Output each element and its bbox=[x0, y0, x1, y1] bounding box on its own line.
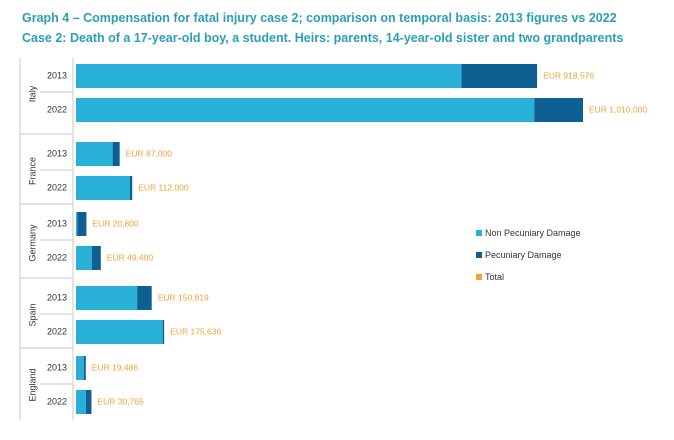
bar-italy-2013-non-pecuniary bbox=[76, 64, 462, 88]
total-label-spain-2013: EUR 150,819 bbox=[158, 292, 209, 302]
bar-france-2013-pecuniary bbox=[112, 142, 120, 166]
country-label-france: France bbox=[27, 157, 37, 185]
bar-italy-2022-pecuniary bbox=[534, 98, 583, 122]
total-label-germany-2013: EUR 20,800 bbox=[92, 218, 139, 228]
bar-spain-2013-non-pecuniary bbox=[76, 286, 138, 310]
legend-swatch-pecuniary bbox=[476, 251, 482, 258]
year-label: 2022 bbox=[47, 104, 67, 114]
total-label-italy-2022: EUR 1,010,000 bbox=[589, 104, 647, 114]
bar-italy-2013-pecuniary bbox=[461, 64, 538, 88]
bar-spain-2013-pecuniary bbox=[137, 286, 152, 310]
total-label-france-2013: EUR 87,000 bbox=[126, 148, 173, 158]
total-label-england-2013: EUR 19,486 bbox=[92, 362, 139, 372]
bar-spain-2022-non-pecuniary bbox=[76, 320, 163, 344]
bar-england-2013-non-pecuniary bbox=[76, 356, 84, 380]
bar-france-2013-non-pecuniary bbox=[76, 142, 113, 166]
total-label-spain-2022: EUR 175,636 bbox=[170, 326, 221, 336]
legend-swatch-total bbox=[476, 273, 482, 280]
bar-england-2022-pecuniary bbox=[85, 390, 92, 414]
bar-france-2022-pecuniary bbox=[129, 176, 133, 200]
chart-subtitle: Case 2: Death of a 17-year-old boy, a st… bbox=[22, 31, 624, 45]
country-label-spain: Spain bbox=[27, 303, 37, 326]
total-label-italy-2013: EUR 918,576 bbox=[543, 70, 594, 80]
year-label: 2022 bbox=[47, 396, 67, 406]
legend-label-pecuniary: Pecuniary Damage bbox=[485, 249, 562, 260]
year-label: 2013 bbox=[47, 148, 67, 158]
bar-germany-2022-pecuniary bbox=[91, 246, 101, 270]
bar-france-2022-non-pecuniary bbox=[76, 176, 130, 200]
year-label: 2022 bbox=[47, 326, 67, 336]
bar-spain-2022-pecuniary bbox=[162, 320, 165, 344]
country-label-england: England bbox=[27, 368, 37, 401]
year-label: 2013 bbox=[47, 292, 67, 302]
bar-germany-2013-pecuniary bbox=[77, 212, 87, 236]
legend-label-non-pecuniary: Non Pecuniary Damage bbox=[485, 227, 581, 238]
year-label: 2013 bbox=[47, 362, 67, 372]
year-label: 2013 bbox=[47, 218, 67, 228]
legend-item-pecuniary: Pecuniary Damage bbox=[476, 247, 581, 262]
legend-item-total: Total bbox=[476, 269, 581, 284]
year-label: 2013 bbox=[47, 70, 67, 80]
legend-label-total: Total bbox=[485, 271, 505, 282]
country-label-germany: Germany bbox=[27, 224, 37, 262]
chart-legend: Non Pecuniary Damage Pecuniary Damage To… bbox=[476, 225, 581, 291]
year-label: 2022 bbox=[47, 182, 67, 192]
legend-swatch-non-pecuniary bbox=[476, 229, 482, 236]
total-label-france-2022: EUR 112,000 bbox=[138, 182, 189, 192]
total-label-germany-2022: EUR 49,400 bbox=[107, 252, 154, 262]
bar-italy-2022-non-pecuniary bbox=[76, 98, 535, 122]
bar-england-2013-pecuniary bbox=[83, 356, 86, 380]
bar-england-2022-non-pecuniary bbox=[76, 390, 86, 414]
total-label-england-2022: EUR 30,765 bbox=[97, 396, 144, 406]
country-label-italy: Italy bbox=[27, 85, 37, 102]
legend-item-non-pecuniary: Non Pecuniary Damage bbox=[476, 225, 581, 240]
bar-germany-2013-non-pecuniary bbox=[76, 212, 78, 236]
chart-title: Graph 4 – Compensation for fatal injury … bbox=[22, 11, 617, 25]
year-label: 2022 bbox=[47, 252, 67, 262]
bar-germany-2022-non-pecuniary bbox=[76, 246, 92, 270]
